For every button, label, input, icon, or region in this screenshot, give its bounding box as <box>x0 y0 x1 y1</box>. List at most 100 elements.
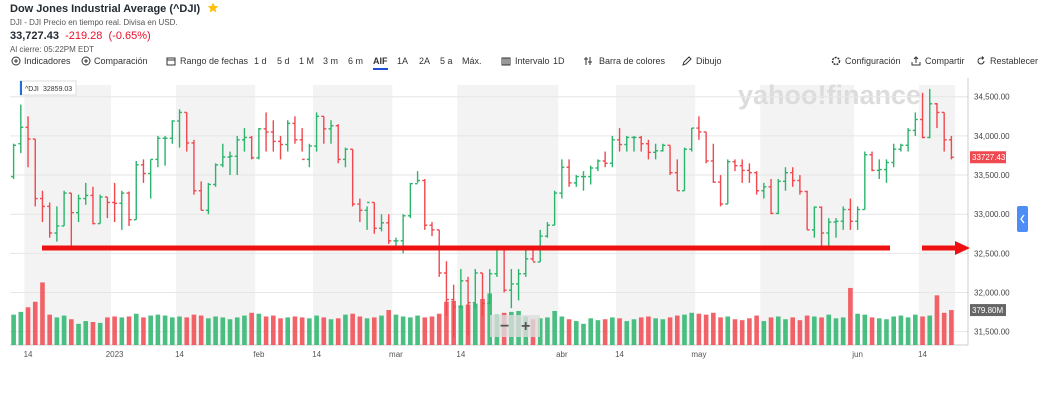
volume-bar <box>703 314 709 345</box>
range-button[interactable]: AIF <box>373 56 388 70</box>
range-button[interactable]: 3 m <box>323 56 339 66</box>
volume-bar <box>444 301 449 345</box>
volume-bar <box>638 317 644 345</box>
period-shade <box>24 85 111 345</box>
y-tick-label: 33,500.00 <box>974 171 1010 180</box>
volume-bar <box>718 317 723 345</box>
volume-bar <box>646 316 651 345</box>
volume-bar <box>761 321 767 345</box>
change: -219.28 <box>65 30 103 42</box>
volume-bar <box>292 316 298 345</box>
toolbar-icon[interactable] <box>583 56 593 66</box>
volume-bar <box>826 314 832 345</box>
y-tick-label: 31,500.00 <box>974 328 1010 337</box>
zoom-out[interactable]: − <box>500 318 509 335</box>
range-button[interactable]: 5 d <box>277 56 290 66</box>
legend-swatch <box>20 81 22 95</box>
volume-bar <box>862 314 868 345</box>
volume-bar <box>739 320 745 345</box>
volume-bar <box>234 317 240 345</box>
volume-bar <box>559 316 565 345</box>
toolbar: Indicadores Comparación Rango de fechas 1 d… <box>0 56 1050 72</box>
volume-bar <box>422 317 428 345</box>
toolbar-icon[interactable] <box>81 56 91 66</box>
draw-button[interactable]: Dibujo <box>696 56 722 66</box>
price: 33,727.43 <box>10 30 59 42</box>
date-range-button[interactable]: Rango de fechas <box>180 56 249 66</box>
x-tick-label: 14 <box>918 350 927 359</box>
volume-bar <box>581 323 586 345</box>
zoom-in[interactable]: + <box>521 318 530 335</box>
toolbar-icon[interactable] <box>682 56 692 66</box>
range-button[interactable]: 2A <box>419 56 431 66</box>
reset-button[interactable]: Restablecer <box>990 56 1039 66</box>
toolbar-icon[interactable] <box>911 56 921 66</box>
last-price-label: 33727.43 <box>972 153 1006 162</box>
share-button[interactable]: Compartir <box>925 56 965 66</box>
legend-name: ^DJI <box>25 86 39 93</box>
volume-bar <box>458 305 464 345</box>
settings-button[interactable]: Configuración <box>845 56 901 66</box>
volume-bar <box>545 317 550 345</box>
volume-bar <box>69 319 74 345</box>
volume-bar <box>220 317 226 345</box>
volume-bar <box>343 314 348 345</box>
indicators-button[interactable]: Indicadores <box>24 56 71 66</box>
comparison-button[interactable]: Comparación <box>94 56 148 66</box>
volume-bar <box>11 314 16 345</box>
volume-bar <box>61 315 67 345</box>
range-button[interactable]: 1 d <box>254 56 267 66</box>
volume-bar <box>155 314 161 345</box>
volume-bar <box>913 314 918 345</box>
volume-bar <box>177 316 182 345</box>
volume-bar <box>487 293 493 345</box>
volume-bar <box>314 315 319 345</box>
toolbar-icon[interactable] <box>831 56 841 66</box>
interval-value[interactable]: 1D <box>553 56 565 66</box>
period-shade <box>175 85 256 345</box>
zoom-box <box>490 315 540 337</box>
range-button[interactable]: 1A <box>397 56 409 66</box>
annotation-arrow <box>922 241 970 255</box>
volume-bar <box>328 319 334 345</box>
interval-button[interactable]: Intervalo <box>515 56 550 66</box>
toolbar-icon[interactable] <box>166 56 176 66</box>
volume-bar <box>869 317 875 345</box>
volume-bar <box>18 311 24 345</box>
range-button[interactable]: Máx. <box>462 56 482 66</box>
period-shade <box>615 85 696 345</box>
volume-bar <box>25 307 31 345</box>
volume-bar <box>855 313 860 345</box>
toolbar-icon[interactable] <box>976 56 986 66</box>
volume-bar <box>278 318 283 345</box>
volume-bar <box>40 282 45 345</box>
toolbar-icon[interactable] <box>11 56 21 66</box>
volume-bar <box>335 318 341 345</box>
quote-title: Dow Jones Industrial Average (^DJI) <box>10 2 219 15</box>
x-tick-label: 14 <box>175 350 184 359</box>
x-tick-label: 14 <box>456 350 465 359</box>
range-button[interactable]: 6 m <box>348 56 364 66</box>
y-tick-label: 34,500.00 <box>974 93 1010 102</box>
volume-bar <box>270 315 276 345</box>
toolbar-icon[interactable] <box>501 56 511 66</box>
volume-bar <box>667 317 673 345</box>
volume-bar <box>552 310 557 345</box>
volume-bar <box>472 303 478 345</box>
side-tab[interactable] <box>1017 206 1028 232</box>
favorite-star[interactable] <box>207 2 219 13</box>
x-tick-label: 14 <box>24 350 33 359</box>
x-tick-label: 14 <box>615 350 624 359</box>
volume-bar <box>299 317 305 345</box>
volume-bar <box>602 319 608 345</box>
color-bars-button[interactable]: Barra de colores <box>599 56 666 66</box>
volume-bar <box>884 319 889 345</box>
range-button[interactable]: 5 a <box>440 56 453 66</box>
volume-bar <box>537 318 543 345</box>
volume-bar <box>819 317 824 345</box>
range-button[interactable]: 1 M <box>299 56 315 66</box>
y-tick-label: 33,000.00 <box>974 210 1010 219</box>
volume-label: 379.80M <box>972 306 1003 315</box>
volume-bar <box>357 316 363 345</box>
volume-bar <box>876 318 882 345</box>
